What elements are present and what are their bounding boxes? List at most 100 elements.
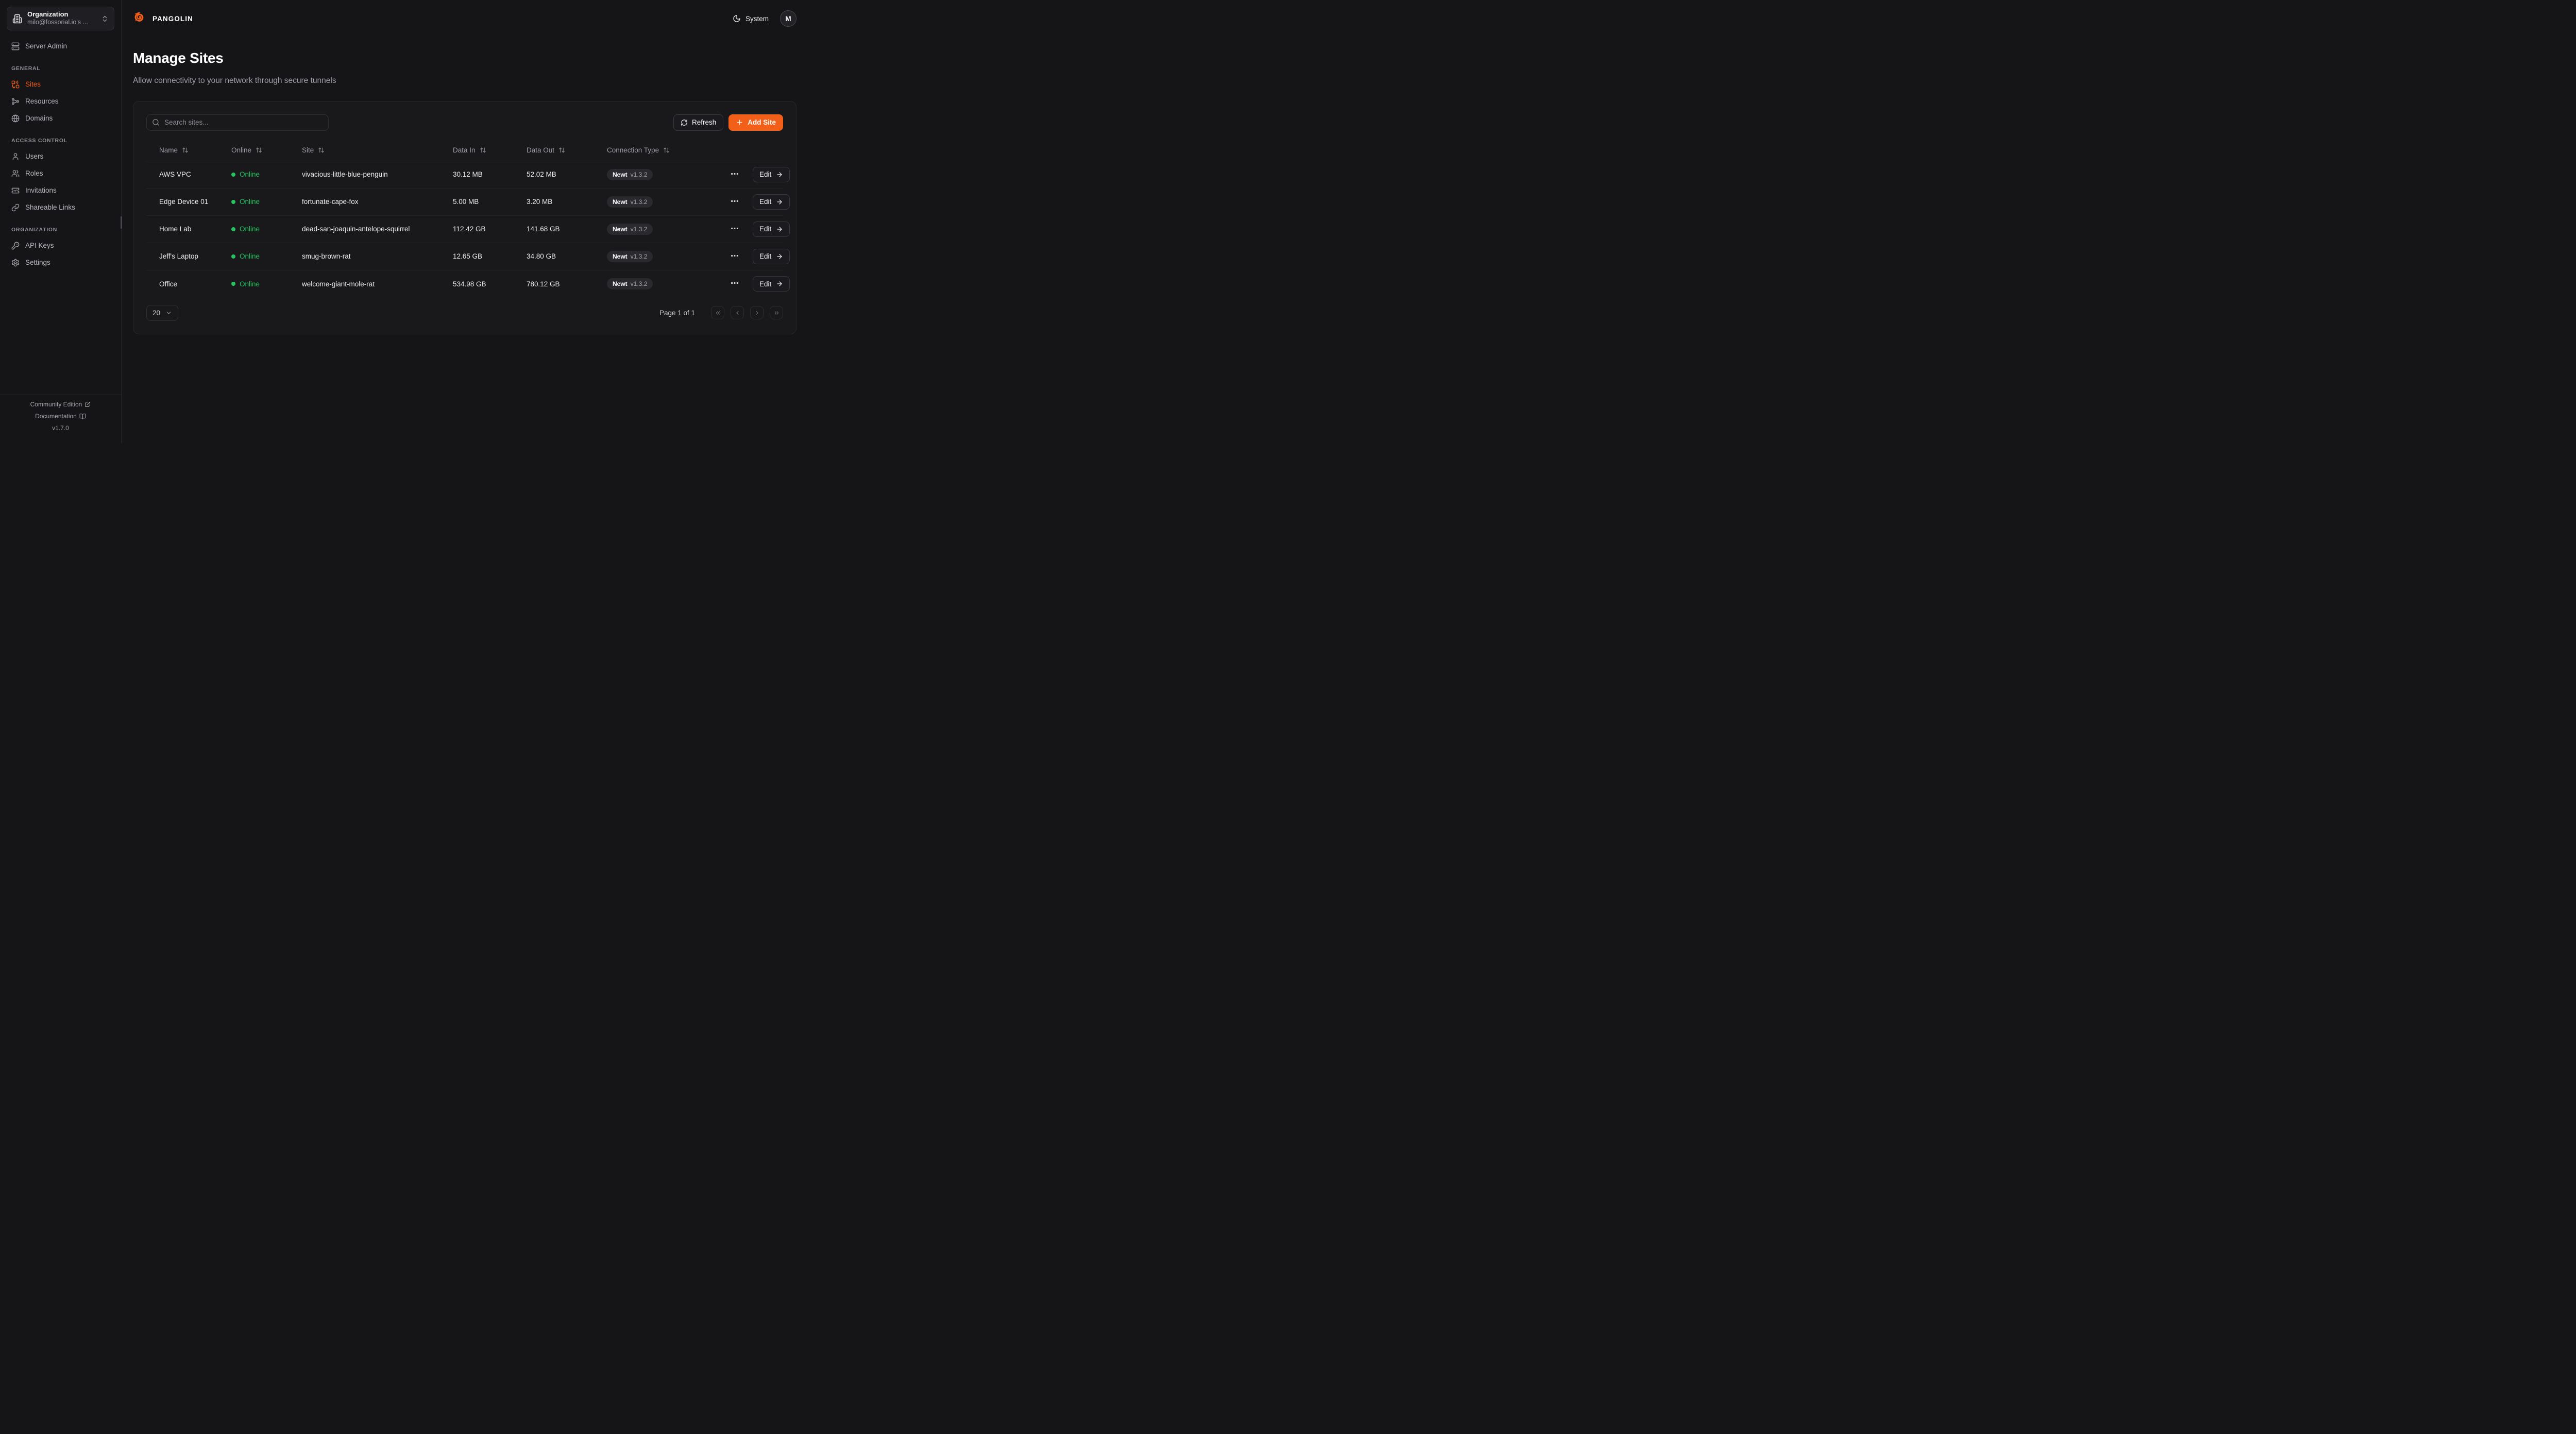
section-label-general: GENERAL — [11, 65, 41, 72]
data-in-value: 5.00 MB — [453, 198, 479, 206]
status-badge: Online — [231, 198, 289, 206]
page-content: Manage Sites Allow connectivity to your … — [122, 37, 808, 334]
add-site-label: Add Site — [748, 118, 776, 127]
table-row[interactable]: Office Online welcome-giant-mole-rat 534… — [146, 270, 790, 298]
top-header: PANGOLIN System M — [122, 0, 808, 37]
data-in-value: 12.65 GB — [453, 252, 483, 261]
sidebar: Organization milo@fossorial.io's ... Ser… — [0, 0, 122, 443]
chevrons-up-down-icon — [101, 15, 109, 23]
sidebar-item-api-keys[interactable]: API Keys — [7, 237, 114, 254]
sidebar-item-label: Invitations — [25, 186, 57, 194]
first-page-button[interactable] — [711, 306, 724, 320]
column-header-connection-type[interactable]: Connection Type — [594, 146, 716, 154]
chevrons-left-icon — [716, 311, 720, 315]
status-badge: Online — [231, 252, 289, 260]
documentation-link[interactable]: Documentation — [0, 413, 121, 420]
org-label: Organization — [27, 10, 69, 19]
table-row[interactable]: Jeff's Laptop Online smug-brown-rat 12.6… — [146, 243, 790, 270]
row-actions-menu-button[interactable]: ⋯ — [728, 224, 741, 234]
column-header-data-in[interactable]: Data In — [440, 146, 514, 154]
table-row[interactable]: AWS VPC Online vivacious-little-blue-pen… — [146, 161, 790, 189]
search-icon — [152, 118, 160, 126]
row-actions-menu-button[interactable]: ⋯ — [728, 279, 741, 289]
table-body: AWS VPC Online vivacious-little-blue-pen… — [146, 161, 790, 298]
next-page-button[interactable] — [750, 306, 764, 320]
edit-button[interactable]: Edit — [753, 221, 790, 237]
add-site-button[interactable]: Add Site — [728, 114, 783, 131]
data-out-value: 52.02 MB — [527, 170, 556, 179]
sidebar-scrollbar-thumb[interactable] — [121, 216, 122, 229]
arrow-right-icon — [776, 171, 783, 178]
sidebar-item-server-admin[interactable]: Server Admin — [7, 38, 114, 55]
edit-button[interactable]: Edit — [753, 166, 790, 182]
column-header-site[interactable]: Site — [289, 146, 440, 154]
waypoints-icon — [11, 97, 20, 106]
online-dot-icon — [231, 227, 235, 231]
site-slug: welcome-giant-mole-rat — [302, 280, 375, 288]
theme-toggle[interactable]: System — [733, 14, 769, 23]
brand-name: PANGOLIN — [152, 14, 193, 23]
arrow-right-icon — [776, 253, 783, 260]
org-selector[interactable]: Organization milo@fossorial.io's ... — [7, 7, 114, 30]
connection-name: Newt — [613, 170, 628, 178]
community-edition-link[interactable]: Community Edition — [0, 401, 121, 408]
status-badge: Online — [231, 225, 289, 233]
status-label: Online — [240, 252, 260, 261]
edit-button[interactable]: Edit — [753, 276, 790, 292]
page-size-select[interactable]: 20 — [146, 304, 179, 321]
sidebar-item-sites[interactable]: Sites — [7, 76, 114, 93]
site-name: Edge Device 01 — [159, 198, 209, 206]
refresh-icon — [681, 119, 688, 126]
connection-type-badge: Newt v1.3.2 — [607, 196, 653, 208]
edit-button[interactable]: Edit — [753, 248, 790, 264]
user-avatar[interactable]: M — [780, 10, 796, 27]
sidebar-item-label: Settings — [25, 259, 50, 266]
chevron-left-icon — [736, 311, 739, 315]
last-page-button[interactable] — [770, 306, 783, 320]
connection-version: v1.3.2 — [630, 280, 648, 288]
users-icon — [11, 169, 20, 178]
status-label: Online — [240, 280, 260, 288]
column-header-name[interactable]: Name — [146, 146, 218, 154]
sidebar-item-roles[interactable]: Roles — [7, 165, 114, 182]
data-out-value: 34.80 GB — [527, 252, 556, 261]
sidebar-item-users[interactable]: Users — [7, 148, 114, 165]
app-version: v1.7.0 — [52, 424, 69, 432]
connection-type-badge: Newt v1.3.2 — [607, 250, 653, 262]
online-dot-icon — [231, 199, 235, 204]
refresh-label: Refresh — [691, 118, 717, 127]
sidebar-item-domains[interactable]: Domains — [7, 110, 114, 127]
status-label: Online — [240, 170, 260, 179]
connection-version: v1.3.2 — [630, 170, 648, 178]
column-header-online[interactable]: Online — [218, 146, 289, 154]
connection-name: Newt — [613, 198, 628, 206]
search-input[interactable] — [146, 114, 329, 131]
previous-page-button[interactable] — [731, 306, 744, 320]
data-out-value: 141.68 GB — [527, 225, 560, 233]
sidebar-item-resources[interactable]: Resources — [7, 93, 114, 110]
sidebar-item-settings[interactable]: Settings — [7, 254, 114, 271]
sidebar-item-shareable-links[interactable]: Shareable Links — [7, 199, 114, 216]
site-slug: smug-brown-rat — [302, 252, 351, 261]
section-label-organization: ORGANIZATION — [11, 227, 58, 233]
column-header-data-out[interactable]: Data Out — [514, 146, 594, 154]
table-row[interactable]: Edge Device 01 Online fortunate-cape-fox… — [146, 189, 790, 216]
community-edition-label: Community Edition — [30, 401, 82, 408]
sites-card: Refresh Add Site Name — [133, 100, 796, 334]
site-name: Jeff's Laptop — [159, 252, 198, 261]
row-actions-menu-button[interactable]: ⋯ — [728, 169, 741, 180]
external-link-icon — [84, 401, 91, 407]
sidebar-item-invitations[interactable]: Invitations — [7, 182, 114, 199]
row-actions-menu-button[interactable]: ⋯ — [728, 251, 741, 262]
sort-icon — [558, 147, 565, 153]
data-in-value: 534.98 GB — [453, 280, 486, 288]
refresh-button[interactable]: Refresh — [673, 114, 724, 131]
building-icon — [12, 14, 22, 24]
edit-button[interactable]: Edit — [753, 194, 790, 210]
brand[interactable]: PANGOLIN — [133, 11, 193, 26]
row-actions-menu-button[interactable]: ⋯ — [728, 197, 741, 207]
arrow-right-icon — [776, 280, 783, 287]
user-icon — [11, 152, 20, 161]
data-in-value: 30.12 MB — [453, 170, 483, 179]
table-row[interactable]: Home Lab Online dead-san-joaquin-antelop… — [146, 216, 790, 243]
